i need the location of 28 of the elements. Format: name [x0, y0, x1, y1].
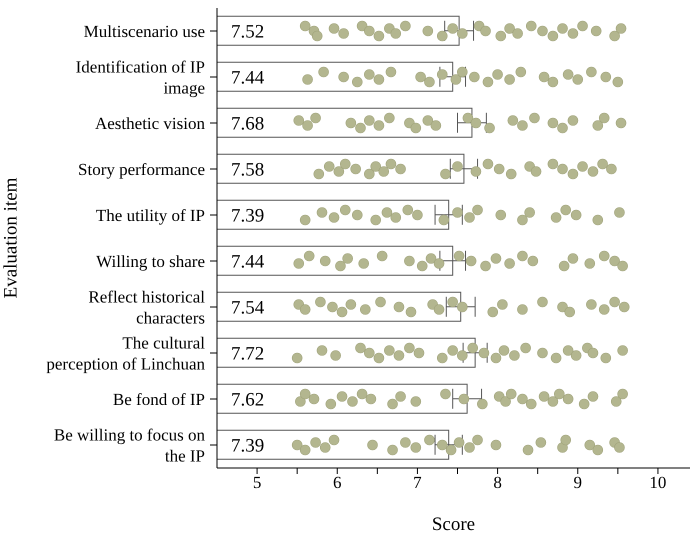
data-label: 7.44: [231, 252, 265, 273]
y-tick-label: Willing to share: [96, 252, 205, 270]
y-tick-label: Be willing to focus on the IP: [54, 425, 206, 465]
data-label: 7.72: [231, 344, 264, 365]
y-tick-label: Identification of IP image: [76, 57, 205, 97]
data-label: 7.54: [231, 298, 265, 319]
x-tick-label: 7: [413, 473, 422, 492]
data-label: 7.52: [231, 22, 264, 43]
y-tick-label: Be fond of IP: [112, 390, 205, 408]
x-tick-label: 10: [649, 473, 666, 492]
x-tick-label: 6: [333, 473, 342, 492]
x-tick-label: 5: [252, 473, 262, 492]
y-axis-title: Evaluation item: [0, 177, 22, 298]
y-tick-label: The cultural perception of Linchuan: [46, 333, 206, 373]
data-label: 7.39: [231, 206, 264, 227]
y-tick-label: Aesthetic vision: [94, 114, 206, 132]
x-tick-label: 8: [493, 473, 502, 492]
data-label: 7.62: [231, 390, 264, 411]
y-tick-label: Story performance: [78, 160, 205, 178]
data-label: 7.39: [231, 436, 264, 457]
x-tick-label: 9: [574, 473, 582, 492]
data-label: 7.58: [231, 160, 264, 181]
data-label: 7.68: [231, 114, 264, 135]
x-axis-title: Score: [432, 514, 476, 535]
y-tick-label: Multiscenario use: [84, 22, 205, 40]
data-label: 7.44: [231, 68, 265, 89]
y-tick-label: Reflect historical characters: [88, 287, 206, 327]
y-tick-label: The utility of IP: [96, 206, 205, 224]
